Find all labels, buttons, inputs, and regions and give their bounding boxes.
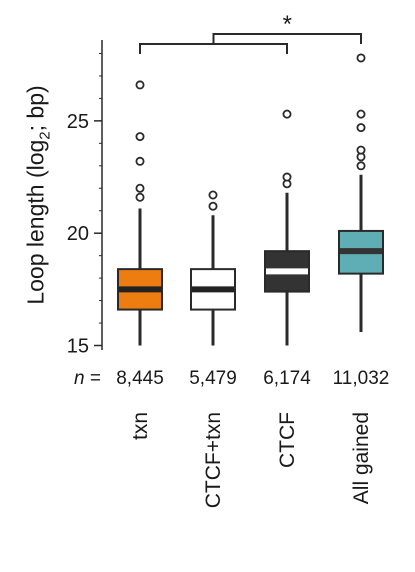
outlier-point bbox=[356, 145, 366, 155]
box-3 bbox=[264, 109, 310, 346]
x-category-label: All gained bbox=[350, 412, 373, 504]
n-count-label: 6,174 bbox=[263, 368, 311, 389]
n-count-label: 8,445 bbox=[116, 368, 164, 389]
outlier-point bbox=[135, 183, 145, 193]
n-count-label: 5,479 bbox=[189, 368, 237, 389]
y-axis: 15 20 25 bbox=[67, 40, 103, 358]
n-count-label: 11,032 bbox=[333, 368, 390, 389]
significance-bracket: * bbox=[139, 11, 362, 54]
x-category-label: CTCF+txn bbox=[202, 412, 225, 508]
y-tick-label: 25 bbox=[67, 111, 89, 133]
top-bracket bbox=[212, 33, 362, 44]
boxes bbox=[117, 53, 384, 346]
box-1 bbox=[117, 80, 163, 346]
significance-label: * bbox=[283, 11, 292, 38]
outlier-point bbox=[356, 123, 366, 133]
box-4 bbox=[338, 53, 384, 333]
outlier-point bbox=[135, 192, 145, 202]
left-bracket bbox=[139, 43, 288, 54]
outlier-point bbox=[135, 80, 145, 90]
outlier-point bbox=[356, 161, 366, 171]
outlier-point bbox=[356, 109, 366, 119]
outlier-point bbox=[282, 172, 292, 182]
x-category-label: CTCF bbox=[276, 412, 299, 468]
y-tick-label: 20 bbox=[67, 223, 89, 245]
outlier-point bbox=[208, 190, 218, 200]
outlier-point bbox=[282, 109, 292, 119]
y-tick-label: 15 bbox=[67, 336, 89, 358]
outlier-point bbox=[135, 132, 145, 142]
labels: n = 8,445 5,479 6,174 11,032 txn CTCF+txn CTCF A… bbox=[74, 368, 389, 508]
n-prefix: n = bbox=[74, 368, 101, 389]
y-axis-label: Loop length (log2; bp) bbox=[22, 85, 54, 305]
outlier-point bbox=[208, 201, 218, 211]
outlier-point bbox=[356, 53, 366, 63]
box-2 bbox=[190, 190, 236, 346]
outlier-point bbox=[135, 156, 145, 166]
x-category-label: txn bbox=[129, 412, 152, 440]
